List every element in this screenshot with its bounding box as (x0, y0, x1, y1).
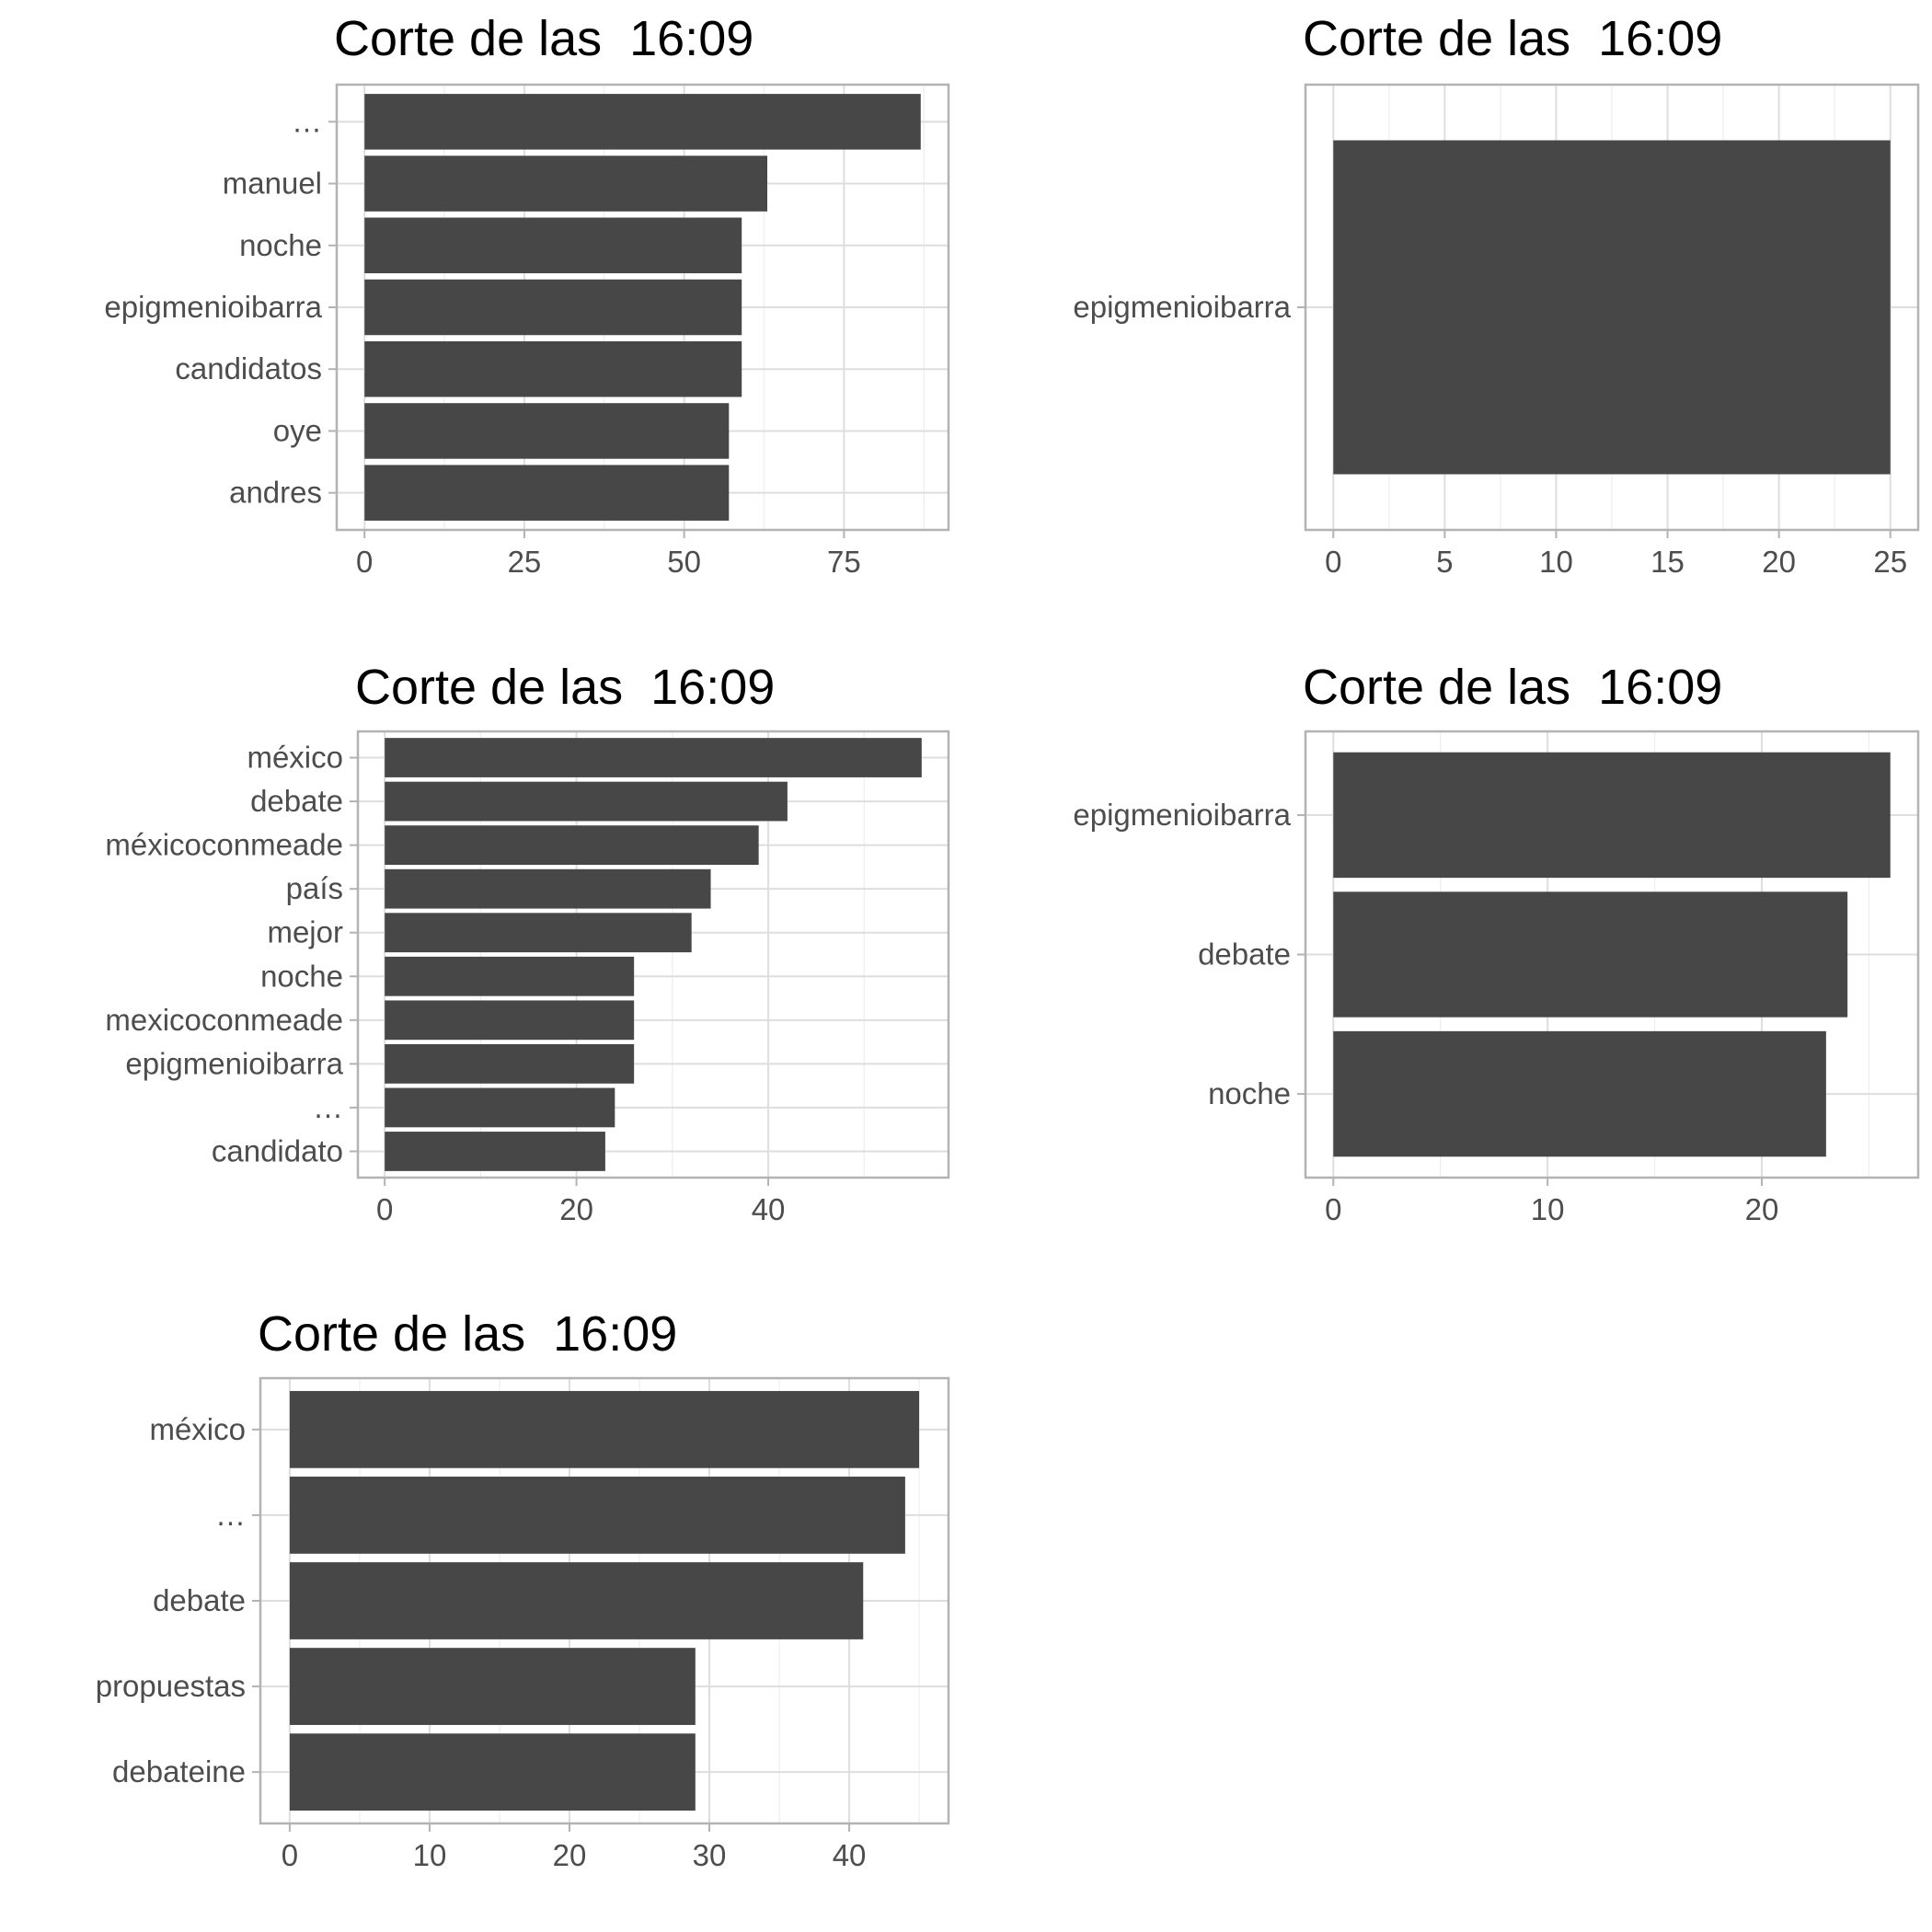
y-tick-label: méxicoconmeade (105, 828, 343, 862)
x-tick-label: 75 (827, 545, 861, 579)
y-tick-label: epigmenioibarra (1073, 798, 1291, 832)
bar-epigmenioibarra (1333, 140, 1891, 475)
chart-title: Corte de las 16:09 (1303, 11, 1722, 66)
bar-… (364, 94, 921, 150)
y-tick-label: noche (239, 228, 322, 262)
bar-mejor (385, 913, 692, 953)
x-tick-label: 5 (1436, 545, 1453, 579)
y-tick-label: debate (250, 784, 343, 818)
bar-epigmenioibarra (385, 1043, 635, 1084)
x-tick-label: 15 (1650, 545, 1685, 579)
x-tick-label: 25 (1873, 545, 1907, 579)
x-tick-label: 20 (1762, 545, 1796, 579)
bar-noche (385, 956, 635, 996)
y-tick-label: país (286, 871, 343, 905)
bar-noche (1333, 1030, 1826, 1157)
bar-mexicoconmeade (385, 1000, 635, 1041)
y-tick-label: manuel (223, 167, 322, 201)
x-tick-label: 20 (559, 1192, 593, 1226)
bar-méxicoconmeade (385, 825, 759, 866)
bar-… (289, 1477, 905, 1554)
bar-propuestas (289, 1648, 696, 1725)
x-tick-label: 10 (1531, 1192, 1565, 1226)
x-tick-label: 10 (1539, 545, 1573, 579)
bar-candidato (385, 1132, 605, 1171)
y-tick-label: candidatos (175, 351, 322, 385)
x-tick-label: 0 (1325, 1192, 1341, 1226)
y-tick-label: andres (229, 476, 322, 510)
bar-oye (364, 403, 730, 459)
bar-país (385, 868, 711, 909)
chart-title: Corte de las 16:09 (334, 11, 753, 66)
y-tick-label: … (215, 1498, 246, 1532)
y-tick-label: noche (1208, 1076, 1291, 1110)
x-tick-label: 30 (693, 1838, 727, 1872)
y-tick-label: méxico (247, 741, 343, 775)
x-tick-label: 0 (1325, 545, 1341, 579)
y-tick-label: mejor (267, 915, 343, 949)
bar-manuel (364, 155, 768, 212)
bar-debate (289, 1562, 864, 1639)
y-tick-label: debateine (112, 1754, 246, 1788)
y-tick-label: mexicoconmeade (105, 1003, 343, 1037)
chart-title: Corte de las 16:09 (355, 660, 775, 715)
y-tick-label: debate (153, 1583, 246, 1617)
x-tick-label: 25 (508, 545, 542, 579)
bar-debateine (289, 1733, 696, 1811)
x-tick-label: 20 (553, 1838, 587, 1872)
x-tick-label: 10 (413, 1838, 447, 1872)
bar-debate (385, 781, 788, 822)
y-tick-label: epigmenioibarra (104, 290, 322, 324)
bar-epigmenioibarra (364, 279, 742, 336)
bar-epigmenioibarra (1333, 752, 1891, 879)
x-tick-label: 0 (282, 1838, 298, 1872)
y-tick-label: oye (273, 413, 322, 447)
bar-andres (364, 465, 730, 521)
bar-méxico (289, 1390, 920, 1468)
bar-méxico (385, 738, 922, 777)
y-tick-label: propuestas (96, 1669, 246, 1703)
chart-title: Corte de las 16:09 (1303, 660, 1722, 715)
y-tick-label: noche (260, 959, 343, 993)
chart-title: Corte de las 16:09 (258, 1306, 677, 1362)
bar-noche (364, 217, 742, 274)
y-tick-label: candidato (212, 1133, 343, 1167)
x-tick-label: 50 (667, 545, 701, 579)
y-tick-label: méxico (149, 1412, 246, 1446)
x-tick-label: 40 (752, 1192, 786, 1226)
y-tick-label: epigmenioibarra (1073, 290, 1291, 324)
bar-candidatos (364, 340, 742, 397)
x-tick-label: 40 (833, 1838, 867, 1872)
x-tick-label: 20 (1745, 1192, 1779, 1226)
x-tick-label: 0 (356, 545, 373, 579)
bar-debate (1333, 891, 1848, 1018)
y-tick-label: … (292, 104, 322, 138)
y-tick-label: debate (1198, 937, 1291, 972)
plot-frame (356, 730, 950, 1179)
y-tick-label: epigmenioibarra (125, 1046, 343, 1080)
x-tick-label: 0 (376, 1192, 393, 1226)
y-tick-label: … (313, 1090, 343, 1124)
bar-… (385, 1087, 615, 1128)
